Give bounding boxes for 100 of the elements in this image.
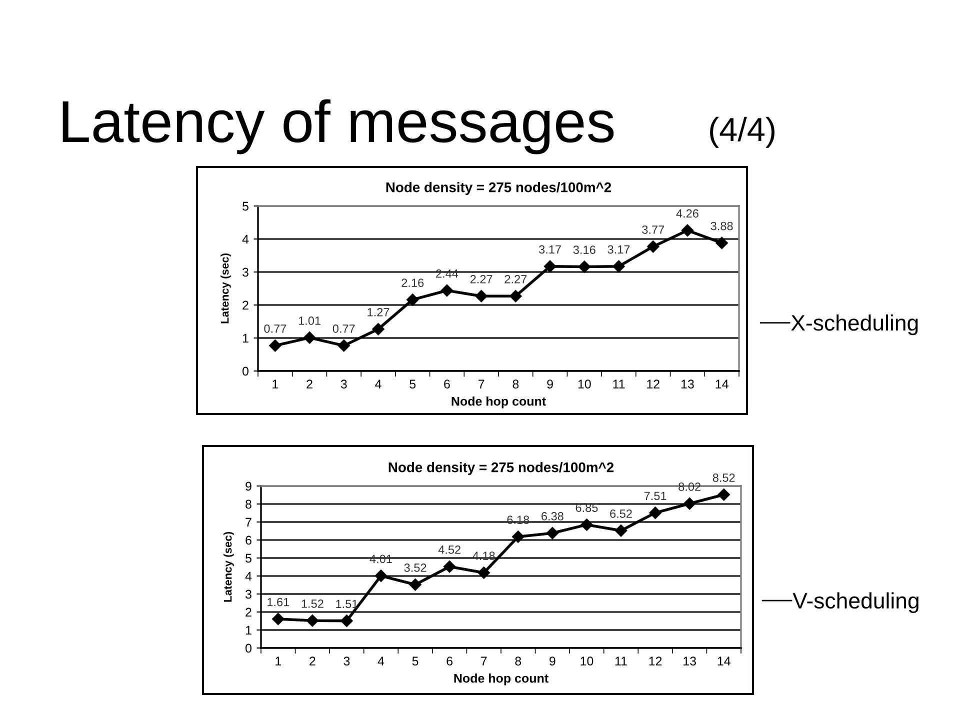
data-label: 6.85	[576, 504, 598, 512]
x-tick-label: 11	[613, 380, 625, 388]
x-tick-label: 4	[375, 380, 382, 388]
point	[409, 578, 422, 591]
point	[683, 498, 696, 510]
point	[443, 560, 456, 573]
point	[440, 284, 454, 297]
data-label: 0.77	[332, 324, 355, 333]
text: Latency of messages	[62, 99, 614, 154]
point	[272, 612, 284, 626]
data-label: 3.88	[710, 222, 733, 230]
x-tick-label: 1	[272, 380, 278, 388]
chart-title: Node density = 275 nodes/100m^2	[386, 182, 612, 195]
point	[649, 506, 662, 519]
y-tick-label: 1	[246, 626, 252, 635]
point	[681, 224, 694, 237]
point	[512, 530, 524, 543]
data-label: 6.38	[542, 512, 564, 520]
y-tick-label: 0	[246, 644, 252, 653]
legend-label: V-scheduling	[792, 592, 918, 613]
data-label: 7.51	[644, 492, 666, 500]
x-tick-label: 8	[515, 656, 522, 666]
x-tick-label: 2	[310, 656, 316, 666]
data-label: 2.27	[504, 274, 527, 284]
y-tick-label: 7	[246, 518, 252, 527]
data-label: 8.52	[712, 474, 735, 482]
x-tick-label: 3	[344, 656, 350, 666]
point	[306, 614, 319, 627]
x-tick-label: 2	[306, 380, 312, 388]
y-tick-label: 4	[245, 572, 252, 581]
point	[647, 240, 660, 253]
x-tick-label: 7	[481, 656, 487, 666]
point	[478, 566, 490, 579]
data-label: 0.77	[264, 324, 286, 333]
x-tick-label: 11	[615, 656, 627, 666]
x-tick-label: 12	[649, 656, 662, 666]
y-tick-label: 3	[246, 590, 252, 599]
chart-title: Node density = 275 nodes/100m^2	[388, 462, 614, 475]
point	[303, 332, 316, 344]
data-label: 4.26	[676, 209, 698, 218]
point	[374, 570, 388, 582]
y-tick-label: 5	[246, 554, 252, 563]
point	[475, 290, 488, 302]
data-label: 1.61	[268, 598, 290, 606]
y-tick-label: 3	[242, 268, 248, 277]
y-tick-label: 4	[242, 234, 249, 244]
y-tick-label: 6	[246, 536, 252, 545]
y-tick-label: 2	[242, 300, 248, 310]
x-tick-label: 8	[512, 380, 519, 389]
data-label: 2.27	[470, 274, 492, 284]
text: (4/4)	[710, 116, 774, 148]
x-tick-label: 10	[580, 656, 594, 666]
point	[614, 524, 628, 537]
point	[406, 294, 419, 306]
data-label: 2.16	[402, 278, 424, 287]
x-tick-label: 6	[444, 380, 450, 389]
y-axis-title: Latency (sec)	[224, 532, 234, 602]
x-tick-label: 7	[478, 380, 484, 388]
point	[578, 260, 590, 273]
x-tick-label: 9	[547, 380, 553, 389]
point	[510, 290, 522, 302]
data-label: 1.27	[368, 308, 390, 316]
x-tick-label: 14	[716, 380, 728, 388]
data-label: 3.52	[404, 564, 426, 572]
point	[716, 236, 728, 250]
y-axis-title: Latency (sec)	[220, 254, 231, 324]
legend-label: X-scheduling	[791, 314, 918, 336]
x-tick-label: 4	[378, 656, 384, 666]
data-label: 1.51	[336, 600, 358, 608]
point	[372, 322, 384, 336]
point	[612, 260, 625, 272]
x-tick-label: 13	[681, 380, 694, 389]
y-tick-label: 8	[246, 500, 252, 509]
x-tick-label: 6	[446, 656, 452, 666]
point	[580, 518, 593, 531]
y-tick-label: 0	[242, 366, 248, 376]
data-label: 3.77	[642, 225, 664, 234]
x-tick-label: 5	[410, 380, 416, 389]
point	[340, 614, 353, 627]
x-tick-label: 1	[276, 656, 282, 666]
data-label: 8.02	[678, 482, 700, 491]
data-label: 1.52	[302, 600, 324, 608]
data-label: 6.52	[610, 510, 632, 518]
point	[338, 339, 350, 352]
x-axis-title: Node hop count	[454, 674, 548, 686]
y-tick-label: 1	[242, 334, 248, 343]
point	[269, 339, 282, 352]
x-tick-label: 5	[412, 656, 418, 666]
data-label: 3.16	[573, 246, 596, 254]
x-tick-label: 13	[684, 656, 696, 666]
y-tick-label: 9	[246, 482, 252, 491]
x-tick-label: 10	[578, 380, 591, 389]
data-label: 1.01	[298, 316, 320, 325]
data-label: 4.52	[438, 546, 460, 554]
x-tick-label: 14	[718, 656, 730, 666]
x-tick-label: 9	[550, 656, 556, 666]
x-tick-label: 3	[340, 380, 347, 389]
x-tick-label: 12	[647, 380, 660, 388]
data-label: 3.17	[539, 245, 561, 254]
point	[546, 527, 559, 540]
